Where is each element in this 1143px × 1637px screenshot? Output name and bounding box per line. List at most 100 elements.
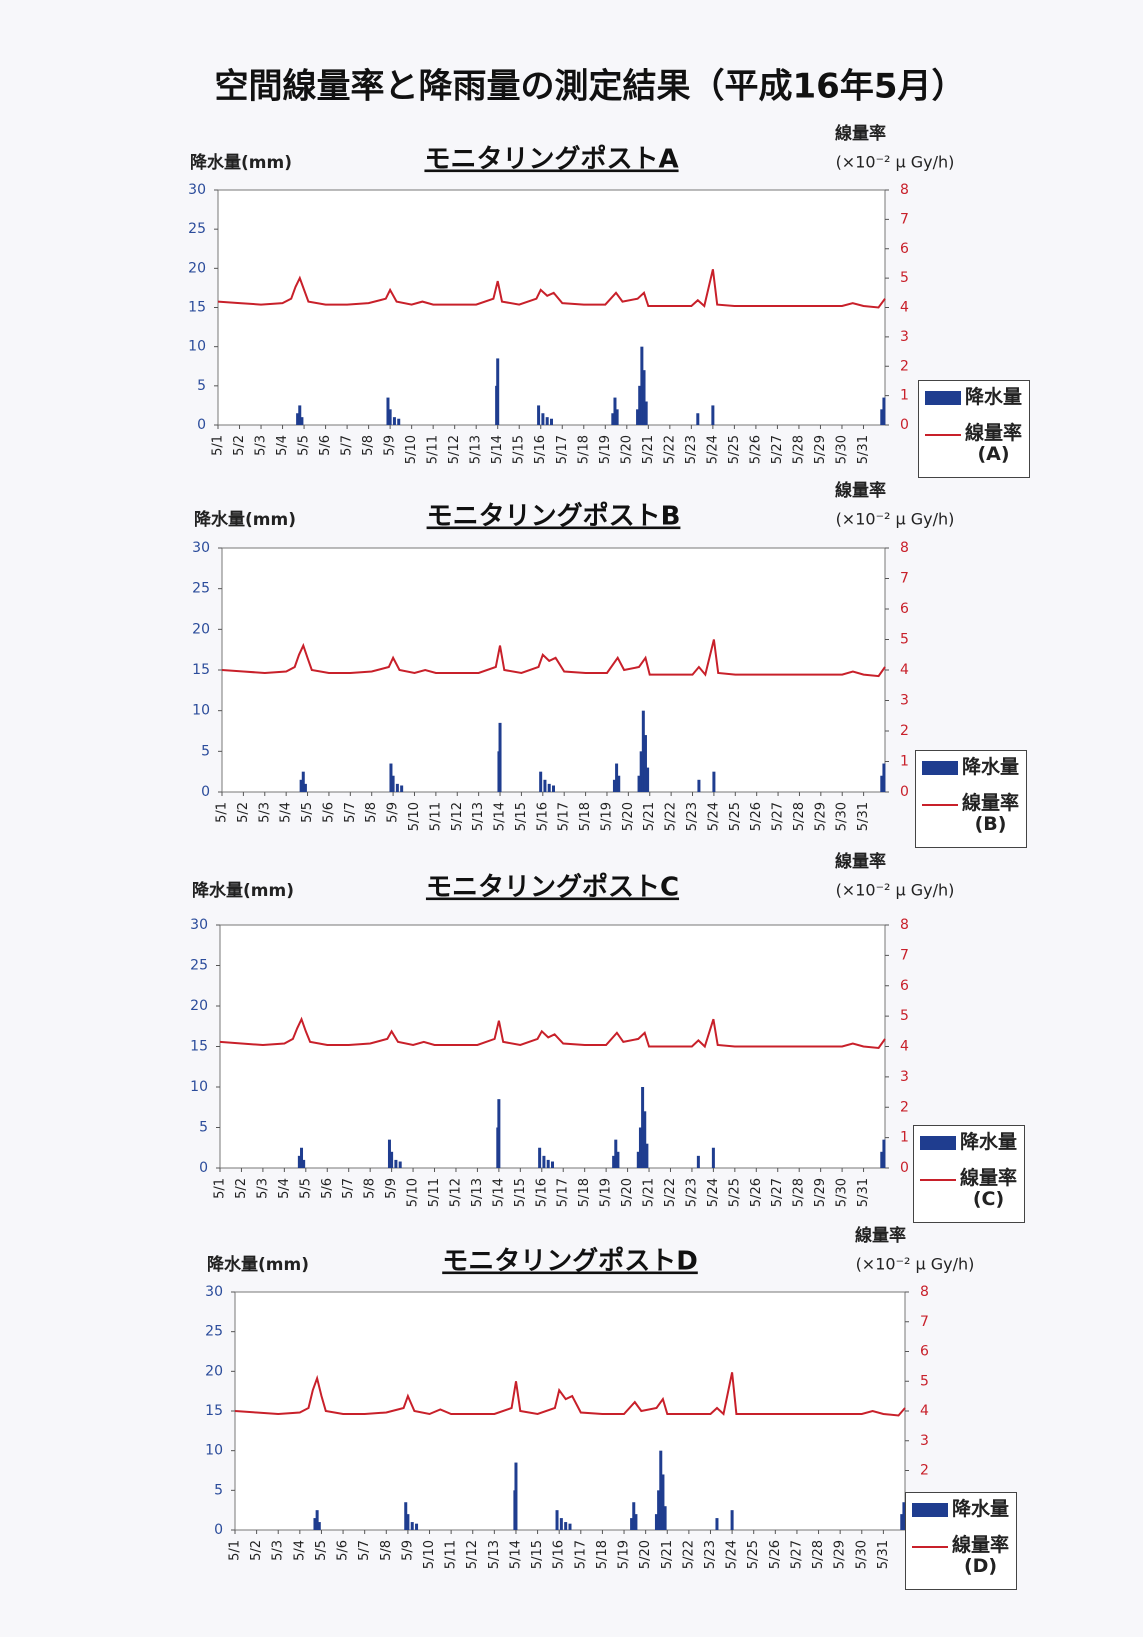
x-tick-label: 5/22 [663, 1178, 678, 1207]
x-tick-label: 5/24 [705, 435, 720, 464]
x-tick-label: 5/22 [664, 802, 679, 831]
legend-label: 降水量 [962, 756, 1020, 778]
rain-bar [302, 1159, 306, 1168]
rain-bar [712, 771, 716, 792]
y-tick-label: 0 [201, 784, 210, 800]
rain-bar [617, 775, 621, 792]
y2-tick-label: 2 [900, 1099, 909, 1115]
legend-line [925, 434, 961, 436]
y2-tick-label: 4 [900, 1039, 909, 1055]
y2-tick-label: 0 [900, 1160, 909, 1176]
x-tick-label: 5/13 [471, 802, 486, 831]
rain-bar [297, 1155, 301, 1168]
rain-bar [696, 413, 700, 425]
x-tick-label: 5/25 [727, 1178, 742, 1207]
x-tick-label: 5/18 [595, 1540, 610, 1569]
y-tick-label: 5 [197, 378, 206, 394]
x-tick-label: 5/2 [234, 1178, 249, 1199]
y2-tick-label: 3 [920, 1433, 929, 1449]
y-axis-label: 降水量(mm) [194, 509, 296, 530]
x-tick-label: 5/14 [490, 435, 505, 464]
x-tick-label: 5/2 [249, 1540, 264, 1561]
y-tick-label: 10 [192, 703, 210, 719]
rain-bar [546, 1159, 550, 1168]
rain-bar [642, 370, 646, 425]
x-tick-label: 5/29 [813, 435, 828, 464]
rain-bar [632, 1502, 636, 1530]
rain-bar [303, 783, 307, 792]
x-tick-label: 5/26 [748, 435, 763, 464]
x-tick-label: 5/22 [681, 1540, 696, 1569]
x-tick-label: 5/31 [876, 1540, 891, 1569]
rain-bar [514, 1462, 518, 1530]
y2-tick-label: 2 [900, 358, 909, 374]
rain-bar [551, 1161, 554, 1168]
rain-bar [882, 397, 886, 425]
rain-bar [498, 722, 502, 792]
y2-tick-label: 0 [900, 784, 909, 800]
legend-item: 降水量 [912, 1499, 1009, 1520]
rain-bar [296, 413, 300, 425]
y-axis-label: 降水量(mm) [192, 880, 294, 901]
y2-tick-label: 3 [900, 1069, 909, 1085]
x-tick-label: 5/7 [341, 1178, 356, 1199]
rain-bar [387, 1139, 391, 1168]
legend: 降水量 線量率 (B) [915, 750, 1027, 848]
x-tick-label: 5/3 [254, 435, 269, 456]
y2-tick-label: 3 [900, 693, 909, 709]
rain-bar [537, 405, 541, 425]
rain-bar [659, 1450, 663, 1530]
rain-bar [568, 1523, 572, 1530]
x-tick-label: 5/11 [426, 435, 441, 464]
y2-axis-label: 線量率 [835, 123, 886, 144]
rain-bar [711, 405, 715, 425]
x-tick-label: 5/23 [685, 802, 700, 831]
rain-bar [615, 763, 619, 792]
y2-tick-label: 7 [900, 571, 909, 587]
x-tick-label: 5/9 [383, 435, 398, 456]
x-tick-label: 5/8 [361, 435, 376, 456]
legend-item: 降水量 [920, 1132, 1017, 1153]
y2-tick-label: 4 [920, 1403, 929, 1419]
x-tick-label: 5/31 [856, 802, 871, 831]
chart-title: モニタリングポストD [442, 1246, 698, 1277]
rain-bar [388, 409, 392, 425]
rain-bar [315, 1510, 319, 1530]
rain-bar [564, 1522, 568, 1530]
y2-axis-unit: (×10⁻² μ Gy/h) [836, 510, 955, 529]
rain-bar [882, 763, 886, 792]
x-tick-label: 5/18 [577, 1178, 592, 1207]
y-tick-label: 5 [199, 1120, 208, 1136]
y2-tick-label: 6 [900, 601, 909, 617]
x-tick-label: 5/13 [470, 1178, 485, 1207]
x-tick-label: 5/21 [641, 435, 656, 464]
y-tick-label: 20 [192, 621, 210, 637]
y-tick-label: 20 [190, 998, 208, 1014]
y2-axis-unit: (×10⁻² μ Gy/h) [856, 1255, 975, 1274]
y2-axis-label: 線量率 [835, 851, 886, 872]
x-tick-label: 5/10 [404, 435, 419, 464]
rain-bar [400, 785, 404, 792]
x-tick-label: 5/18 [576, 435, 591, 464]
chart-title: モニタリングポストC [426, 872, 679, 903]
y2-tick-label: 8 [920, 1284, 929, 1300]
x-tick-label: 5/9 [400, 1540, 415, 1561]
x-tick-label: 5/1 [211, 435, 226, 456]
y2-tick-label: 8 [900, 917, 909, 933]
rain-bar [696, 1155, 700, 1168]
y-tick-label: 20 [205, 1363, 223, 1379]
legend-line [922, 804, 958, 806]
rain-bar [641, 1087, 645, 1168]
rain-bar [539, 771, 543, 792]
y-tick-label: 15 [205, 1403, 223, 1419]
x-tick-label: 5/23 [684, 435, 699, 464]
y-axis-label: 降水量(mm) [207, 1254, 309, 1275]
x-tick-label: 5/19 [599, 802, 614, 831]
x-tick-label: 5/5 [298, 1178, 313, 1199]
rain-bar [638, 385, 642, 425]
x-tick-label: 5/27 [770, 435, 785, 464]
y2-tick-label: 6 [900, 978, 909, 994]
x-tick-label: 5/27 [770, 1178, 785, 1207]
rain-bar [300, 417, 304, 425]
rain-bar [902, 1502, 906, 1530]
